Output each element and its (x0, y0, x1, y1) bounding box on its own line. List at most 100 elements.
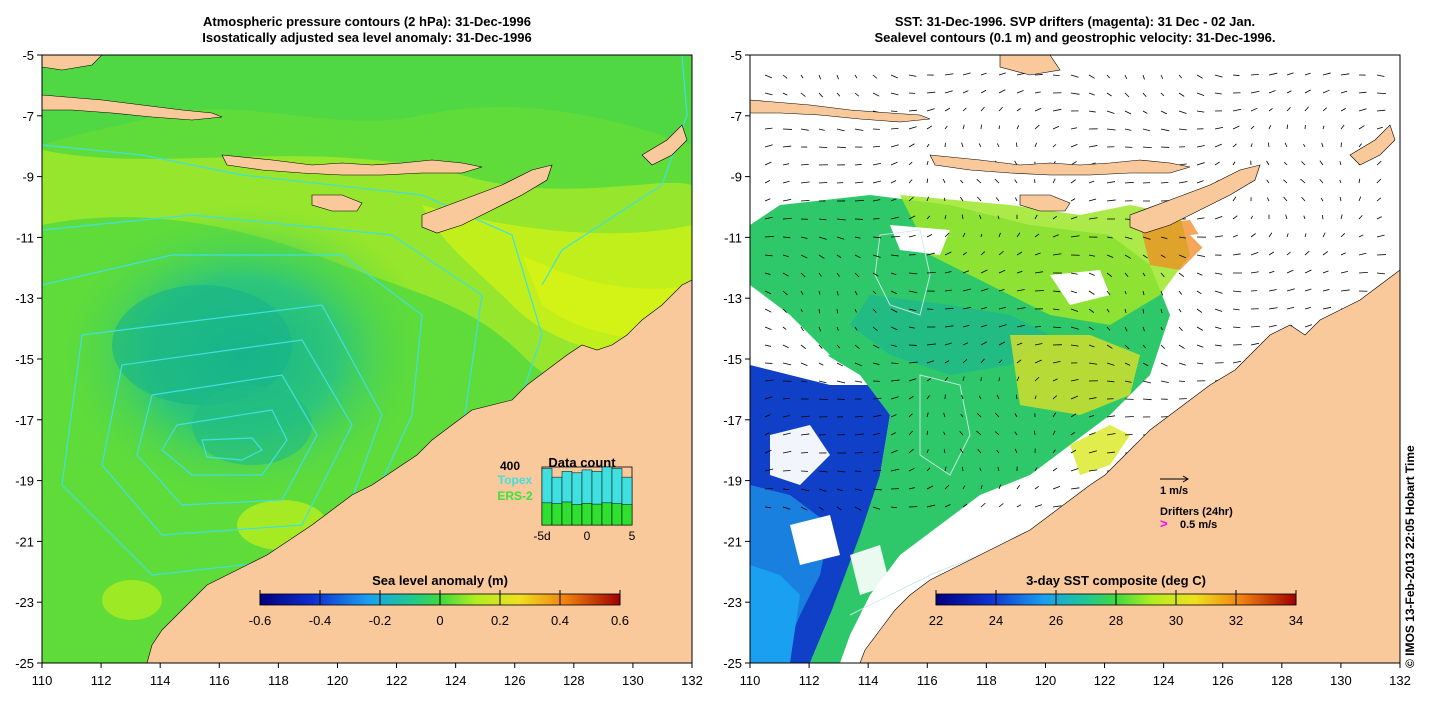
velocity-arrow (1214, 215, 1223, 220)
velocity-arrow (782, 236, 791, 239)
velocity-arrow (997, 143, 1000, 148)
velocity-arrow (944, 289, 952, 292)
velocity-arrow (1304, 269, 1312, 274)
australia-landmass (146, 279, 692, 663)
velocity-arrow (836, 272, 840, 277)
velocity-arrow (1214, 326, 1222, 330)
velocity-arrow (1376, 197, 1382, 202)
velocity-arrow (1322, 270, 1329, 274)
land-masses (42, 55, 692, 663)
velocity-arrow (1160, 344, 1165, 349)
velocity-arrow (836, 488, 843, 492)
velocity-arrow (1178, 110, 1187, 114)
velocity-arrow (1106, 199, 1116, 202)
topex-label: Topex (498, 473, 533, 487)
velocity-arrow (1034, 271, 1044, 274)
velocity-arrow (836, 290, 839, 296)
velocity-arrow (782, 432, 791, 436)
velocity-arrow (872, 74, 878, 79)
velocity-arrow (943, 197, 946, 202)
velocity-arrow (980, 306, 988, 310)
velocity-arrow (872, 290, 877, 295)
velocity-arrow (926, 412, 929, 418)
velocity-arrow (782, 74, 788, 79)
velocity-arrow (995, 197, 1000, 202)
velocity-arrow (854, 308, 857, 313)
velocity-arrow (1052, 178, 1056, 184)
right-lon-tick-label: 110 (740, 673, 761, 688)
velocity-arrow (1124, 181, 1134, 184)
velocity-arrow (961, 214, 964, 220)
colorbar-tick-label: 0.4 (551, 613, 569, 628)
velocity-arrow (1160, 236, 1168, 240)
velocity-arrow (1088, 326, 1094, 331)
velocity-arrow (872, 397, 882, 400)
velocity-arrow (998, 72, 1006, 76)
right-lon-tick-label: 124 (1153, 673, 1175, 688)
velocity-arrow (800, 506, 808, 511)
velocity-arrow (1376, 92, 1386, 95)
velocity-arrow (1016, 232, 1021, 238)
velocity-arrow (872, 180, 882, 184)
velocity-arrow (1320, 197, 1324, 202)
velocity-arrow (908, 161, 913, 166)
velocity-arrow (926, 143, 930, 148)
velocity-arrow (764, 379, 774, 382)
velocity-arrow (1142, 92, 1147, 98)
velocity-arrow (1196, 145, 1205, 148)
left-lon-tick-label: 116 (209, 673, 230, 688)
velocity-arrow (872, 162, 882, 166)
velocity-arrow (1034, 343, 1043, 346)
velocity-arrow (782, 450, 792, 454)
velocity-arrow (1358, 108, 1367, 112)
right-lat-tick-label: -19 (723, 474, 742, 489)
velocity-arrow (1142, 236, 1151, 240)
velocity-arrow (1124, 128, 1132, 131)
velocity-arrow (836, 146, 846, 149)
velocity-arrow (962, 107, 967, 112)
velocity-arrow (1232, 326, 1241, 328)
velocity-arrow (890, 414, 897, 418)
velocity-arrow (998, 289, 1005, 292)
velocity-arrow (764, 254, 773, 257)
velocity-arrow (1052, 486, 1061, 490)
velocity-arrow (980, 251, 986, 256)
velocity-arrow (782, 254, 789, 258)
velocity-arrow (1266, 197, 1270, 202)
velocity-arrow (942, 178, 946, 184)
velocity-arrow (1160, 362, 1168, 367)
velocity-arrow (1034, 91, 1041, 94)
velocity-arrow (836, 254, 842, 258)
velocity-arrow (1322, 125, 1325, 130)
velocity-arrow (943, 449, 946, 454)
sumba-island (311, 194, 363, 212)
right-lon-tick-label: 128 (1271, 673, 1293, 688)
velocity-arrow (926, 252, 935, 256)
velocity-arrow (1304, 324, 1313, 328)
velocity-arrow (1016, 270, 1023, 274)
velocity-arrow (782, 180, 790, 184)
velocity-arrow (980, 72, 987, 76)
ers-count-bar (621, 504, 633, 526)
velocity-arrow (1322, 289, 1330, 292)
velocity-arrow (1340, 142, 1342, 148)
velocity-arrow (818, 398, 828, 401)
velocity-arrow (1319, 179, 1324, 184)
colorbar-tick-label: 30 (1169, 613, 1183, 628)
velocity-arrow (764, 290, 772, 295)
velocity-arrow (998, 359, 1003, 364)
velocity-arrow (800, 380, 808, 383)
velocity-arrow (1088, 397, 1097, 400)
velocity-arrow (1160, 92, 1165, 97)
velocity-arrow (1358, 178, 1361, 184)
velocity-arrow (1142, 272, 1146, 277)
velocity-arrow (1160, 128, 1170, 132)
velocity-arrow (1232, 234, 1238, 238)
velocity-arrow (1016, 108, 1021, 112)
velocity-arrow (1214, 308, 1223, 312)
velocity-arrow (961, 142, 964, 148)
velocity-arrow (890, 468, 900, 472)
velocity-arrow (836, 218, 846, 221)
velocity-arrow (1232, 74, 1240, 76)
velocity-arrow (1376, 216, 1382, 220)
